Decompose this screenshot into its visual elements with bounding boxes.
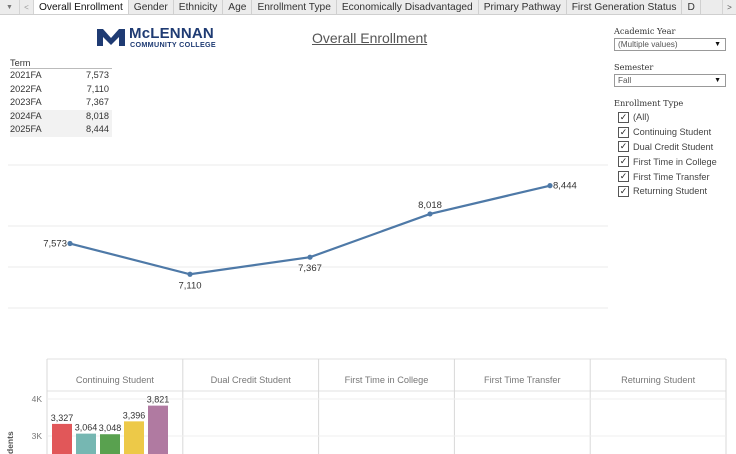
bar[interactable]: [148, 405, 168, 454]
data-label: 8,444: [553, 181, 577, 192]
tab-overall-enrollment[interactable]: Overall Enrollment: [34, 0, 129, 14]
tab-truncated[interactable]: D: [682, 0, 701, 14]
panel-header: First Time in College: [345, 375, 429, 385]
bar[interactable]: [124, 421, 144, 454]
tab-ethnicity[interactable]: Ethnicity: [173, 0, 224, 14]
bar-label: 3,064: [75, 423, 98, 433]
chevron-down-icon: ▼: [714, 77, 721, 84]
value-cell: 7,367: [86, 97, 109, 108]
dashboard-tab-bar: ▼ < Overall Enrollment Gender Ethnicity …: [0, 0, 736, 15]
tab-dropdown-icon[interactable]: ▼: [0, 0, 20, 14]
tab-next-icon[interactable]: >: [722, 0, 736, 14]
term-cell: 2025FA: [10, 124, 42, 135]
academic-year-select[interactable]: (Multiple values) ▼: [614, 38, 726, 51]
chevron-down-icon: ▼: [714, 41, 721, 48]
table-row: 2024FA 8,018: [10, 109, 112, 124]
value-cell: 7,110: [86, 83, 109, 94]
bar[interactable]: [52, 423, 72, 454]
panel-header: Returning Student: [621, 375, 696, 385]
checkbox-returning-student[interactable]: ✓ Returning Student: [614, 184, 734, 199]
checkbox-continuing-student[interactable]: ✓ Continuing Student: [614, 125, 734, 140]
data-point[interactable]: [427, 211, 433, 217]
bar[interactable]: [100, 434, 120, 454]
tab-primary-pathway[interactable]: Primary Pathway: [478, 0, 567, 14]
table-row: 2025FA 8,444: [10, 123, 112, 137]
table-row: 2023FA 7,367: [10, 96, 112, 110]
checkbox-checked-icon[interactable]: ✓: [618, 111, 629, 123]
panel-header: Dual Credit Student: [211, 375, 292, 385]
checkbox-label: First Time Transfer: [633, 171, 710, 182]
tab-gender[interactable]: Gender: [128, 0, 174, 14]
table-row: 2021FA 7,573: [10, 69, 112, 83]
series-line: [69, 184, 551, 276]
checkbox-label: Dual Credit Student: [633, 141, 714, 152]
checkbox-all[interactable]: ✓ (All): [614, 110, 734, 125]
checkbox-checked-icon[interactable]: ✓: [618, 156, 629, 168]
data-point[interactable]: [307, 254, 313, 260]
checkbox-checked-icon[interactable]: ✓: [618, 185, 629, 197]
data-point[interactable]: [67, 240, 73, 247]
academic-year-filter: Academic Year (Multiple values) ▼: [614, 26, 734, 51]
tab-prev-icon[interactable]: <: [20, 0, 34, 14]
checkbox-checked-icon[interactable]: ✓: [618, 171, 629, 183]
y-tick-label: 4K: [32, 394, 43, 404]
checkbox-first-time-transfer[interactable]: ✓ First Time Transfer: [614, 169, 734, 184]
college-logo-icon: [97, 29, 125, 46]
semester-select[interactable]: Fall ▼: [614, 74, 726, 87]
enrollment-type-bar-chart[interactable]: Continuing Student Dual Credit Student Fir…: [0, 355, 736, 454]
bar-label: 3,327: [51, 413, 74, 423]
checkbox-label: First Time in College: [633, 156, 717, 167]
checkbox-checked-icon[interactable]: ✓: [618, 141, 629, 153]
data-label: 7,367: [298, 263, 322, 274]
enrollment-type-label: Enrollment Type: [614, 98, 684, 108]
data-label: 8,018: [418, 200, 442, 211]
value-cell: 8,018: [86, 110, 109, 121]
data-point[interactable]: [187, 271, 193, 277]
tab-economically-disadvantaged[interactable]: Economically Disadvantaged: [336, 0, 479, 14]
semester-label: Semester: [614, 62, 654, 72]
data-point[interactable]: [547, 183, 553, 189]
checkbox-label: (All): [633, 112, 650, 123]
y-axis-label: dents: [5, 431, 15, 454]
enrollment-line-chart[interactable]: 7,573 7,110 7,367 8,018 8,444: [0, 162, 610, 348]
term-cell: 2021FA: [10, 70, 42, 80]
bar[interactable]: [76, 433, 96, 454]
bar-label: 3,396: [123, 410, 146, 420]
tab-enrollment-type[interactable]: Enrollment Type: [252, 0, 337, 14]
semester-value: Fall: [618, 76, 632, 85]
data-label: 7,110: [178, 280, 201, 291]
value-cell: 8,444: [86, 124, 109, 135]
bar-label: 3,048: [99, 423, 122, 433]
academic-year-label: Academic Year: [614, 26, 676, 36]
semester-filter: Semester Fall ▼: [614, 62, 734, 87]
tab-first-generation-status[interactable]: First Generation Status: [566, 0, 683, 14]
checkbox-dual-credit-student[interactable]: ✓ Dual Credit Student: [614, 140, 734, 155]
panel-header: Continuing Student: [76, 375, 155, 385]
value-cell: 7,573: [86, 70, 109, 80]
tab-age[interactable]: Age: [223, 0, 253, 14]
checkbox-checked-icon[interactable]: ✓: [618, 126, 629, 138]
college-logo: McLENNAN COMMUNITY COLLEGE: [96, 25, 226, 50]
term-cell: 2024FA: [10, 110, 42, 121]
checkbox-label: Returning Student: [633, 186, 708, 197]
term-cell: 2022FA: [10, 83, 42, 94]
data-label: 7,573: [43, 239, 67, 250]
filters-panel: Academic Year (Multiple values) ▼ Semest…: [614, 26, 734, 210]
academic-year-value: (Multiple values): [618, 40, 678, 49]
checkbox-label: Continuing Student: [633, 127, 712, 138]
checkbox-first-time-in-college[interactable]: ✓ First Time in College: [614, 154, 734, 169]
bar-label: 3,821: [147, 395, 170, 405]
enrollment-type-filter: Enrollment Type ✓ (All) ✓ Continuing Stu…: [614, 98, 734, 199]
term-cell: 2023FA: [10, 97, 42, 108]
page-title: Overall Enrollment: [312, 30, 428, 46]
table-row: 2022FA 7,110: [10, 83, 112, 97]
y-tick-label: 3K: [32, 431, 43, 441]
logo-name: McLENNAN: [129, 25, 214, 42]
term-table: Term 2021FA 7,573 2022FA 7,110 2023FA 7,…: [10, 57, 112, 137]
panel-header: First Time Transfer: [484, 375, 561, 385]
term-table-header: Term: [10, 57, 112, 69]
logo-subtitle: COMMUNITY COLLEGE: [130, 40, 217, 49]
